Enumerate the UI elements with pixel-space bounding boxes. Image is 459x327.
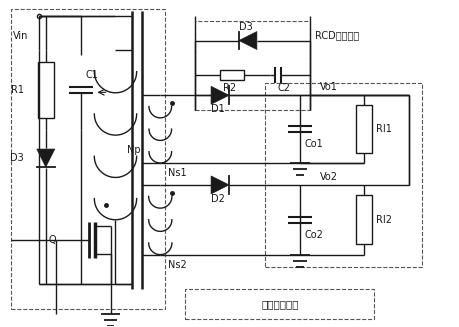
Polygon shape [37, 149, 55, 167]
Polygon shape [211, 86, 229, 104]
Text: Ns1: Ns1 [168, 168, 187, 178]
Polygon shape [239, 32, 257, 49]
Text: R2: R2 [224, 83, 236, 93]
Text: D3: D3 [10, 153, 24, 163]
Text: Q: Q [48, 235, 56, 245]
Text: D2: D2 [211, 194, 225, 204]
Text: 反馈控制模块: 反馈控制模块 [261, 300, 298, 309]
Bar [265, 83, 422, 267]
Bar [220, 70, 244, 80]
Bar [38, 62, 54, 118]
Text: RCD吸收电路: RCD吸收电路 [314, 30, 359, 41]
Text: Vo1: Vo1 [319, 82, 337, 92]
Bar [357, 195, 372, 244]
Text: RI1: RI1 [376, 124, 392, 134]
Bar [185, 289, 375, 319]
Text: Np: Np [128, 145, 141, 155]
Bar [11, 9, 165, 309]
Text: D1: D1 [211, 104, 225, 114]
Polygon shape [211, 176, 229, 194]
Text: C1: C1 [86, 70, 99, 80]
Text: C2: C2 [278, 83, 291, 93]
Text: Vo2: Vo2 [319, 172, 338, 182]
Bar [195, 21, 310, 110]
Text: Ns2: Ns2 [168, 260, 187, 269]
Text: D3: D3 [239, 22, 253, 32]
Bar [357, 105, 372, 153]
Text: Vin: Vin [13, 30, 28, 41]
Text: R1: R1 [11, 85, 24, 95]
Text: Co2: Co2 [305, 230, 324, 240]
Text: RI2: RI2 [376, 215, 392, 225]
Text: Co1: Co1 [305, 139, 324, 149]
